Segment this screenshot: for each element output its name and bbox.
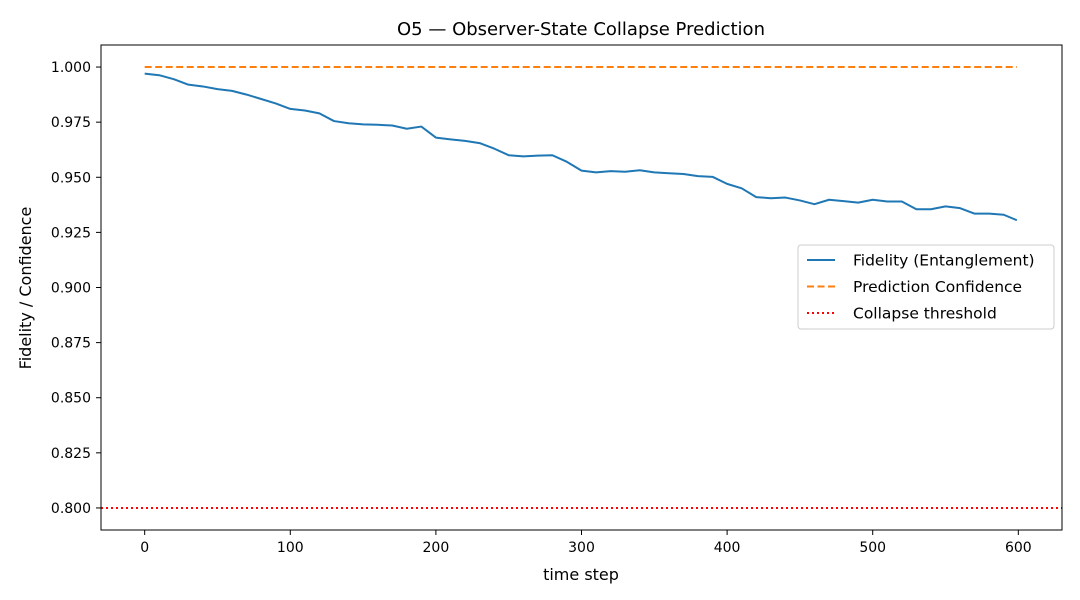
x-tick-label: 100 — [277, 540, 304, 556]
y-tick-label: 0.950 — [51, 170, 91, 186]
x-tick-label: 600 — [1005, 540, 1032, 556]
legend-box — [797, 244, 1055, 330]
x-axis-label: time step — [543, 565, 619, 584]
chart-title: O5 — Observer-State Collapse Prediction — [397, 19, 765, 40]
y-tick-label: 1.000 — [51, 60, 91, 76]
y-axis-label: Fidelity / Confidence — [16, 207, 35, 370]
legend-label: Fidelity (Entanglement) — [853, 252, 1035, 270]
y-tick-label: 0.900 — [51, 281, 91, 297]
legend-label: Prediction Confidence — [853, 278, 1022, 296]
y-tick-label: 0.975 — [51, 115, 91, 131]
legend-label: Collapse threshold — [853, 305, 997, 323]
y-tick-label: 0.825 — [51, 446, 91, 462]
x-tick-label: 400 — [714, 540, 741, 556]
y-tick-label: 0.850 — [51, 391, 91, 407]
x-tick-label: 500 — [859, 540, 886, 556]
x-tick-label: 0 — [140, 540, 149, 556]
series-line-fidelity-entanglement — [144, 72, 1018, 222]
plot-area: 0 100 200 300 400 500 600 0.800 0.825 0.850 0.875 0… — [51, 44, 1063, 556]
y-tick-label: 0.875 — [51, 336, 91, 352]
x-tick-label: 300 — [568, 540, 595, 556]
y-tick-label: 0.800 — [51, 501, 91, 517]
y-tick-label: 0.925 — [51, 225, 91, 241]
x-tick-label: 200 — [423, 540, 450, 556]
legend: Fidelity (Entanglement) Prediction Confid… — [797, 244, 1055, 330]
